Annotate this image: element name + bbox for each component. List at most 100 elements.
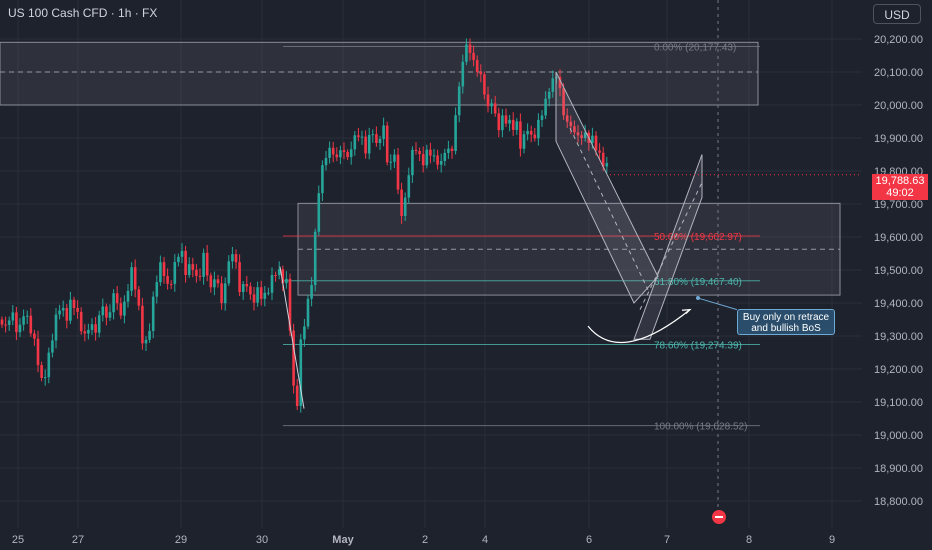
candle-body	[123, 301, 126, 316]
candle-body	[65, 308, 69, 321]
trade-note[interactable]: Buy only on retrace and bullish BoS	[737, 309, 835, 335]
candle-body	[137, 289, 141, 306]
candle-body	[342, 150, 346, 152]
candle-body	[339, 150, 342, 158]
candle-body	[223, 283, 227, 304]
supply-demand-zones	[0, 41, 841, 296]
candle-body	[573, 126, 576, 133]
note-line-2: and bullish BoS	[751, 323, 821, 334]
candle-body	[558, 76, 562, 89]
candle-body	[83, 331, 87, 334]
candle-body	[151, 296, 155, 331]
candle-body	[213, 279, 216, 288]
candle-body	[220, 283, 223, 304]
candle-body	[547, 91, 551, 99]
candle-body	[25, 315, 29, 317]
candle-body	[490, 103, 493, 107]
fib-label: 50.00% (19,602.97)	[654, 232, 742, 243]
projection-arrow	[587, 309, 691, 344]
time-tick: 25	[12, 534, 24, 546]
note-anchor	[696, 296, 700, 301]
price-tick: 19,100.00	[874, 397, 923, 409]
candle-body	[457, 86, 461, 116]
trend-line	[279, 266, 305, 409]
price-tick: 20,100.00	[874, 67, 923, 79]
price-axis-bg	[862, 0, 932, 528]
candle-body	[90, 324, 94, 330]
candle-body	[263, 292, 267, 299]
candle-body	[461, 61, 465, 87]
currency-button[interactable]: USD	[873, 4, 921, 24]
candle-body	[169, 283, 173, 285]
timezone-icon[interactable]	[710, 508, 728, 526]
candle-body	[79, 311, 83, 332]
price-axis[interactable]: 20,200.0020,100.0020,000.0019,900.0019,8…	[862, 0, 932, 528]
fib-label: 78.60% (19,274.39)	[654, 340, 742, 351]
candle-body	[583, 132, 587, 139]
candle-body	[321, 165, 324, 194]
candle-body	[33, 333, 36, 339]
candle-body	[177, 256, 180, 263]
candle-body	[324, 157, 328, 166]
candle-body	[371, 134, 375, 136]
candle-body	[119, 303, 123, 316]
candle-body	[11, 312, 15, 321]
candle-body	[288, 278, 292, 331]
candle-body	[245, 283, 249, 287]
candle-body	[468, 44, 472, 53]
candle-body	[393, 154, 396, 162]
candle-body	[18, 324, 22, 333]
candle-body	[364, 136, 367, 154]
candle-body	[522, 134, 526, 149]
candle-body	[385, 125, 389, 163]
candle-body	[598, 150, 601, 153]
candle-body	[4, 324, 7, 326]
time-axis[interactable]: 25 27 29 30 May 2 4 6 7 8 9	[0, 528, 932, 550]
candle-body	[357, 135, 360, 137]
candle-body	[432, 155, 436, 157]
candle-body	[436, 155, 439, 165]
candle-body	[159, 262, 162, 283]
ascending-channel	[633, 154, 703, 340]
candle-body	[328, 147, 331, 158]
time-tick: May	[332, 534, 354, 546]
candle-body	[234, 254, 238, 263]
time-tick: 30	[256, 534, 268, 546]
candle-body	[105, 306, 108, 318]
candle-body	[378, 138, 382, 144]
candle-body	[511, 119, 515, 130]
time-tick: 4	[482, 534, 488, 546]
candle-body	[148, 330, 151, 340]
price-tick: 18,800.00	[874, 496, 923, 508]
price-tick: 19,000.00	[874, 430, 923, 442]
last-price-label: 19,788.63 49:02	[872, 174, 928, 200]
symbol-title[interactable]: US 100 Cash CFD · 1h · FX	[8, 6, 158, 20]
candle-body	[486, 94, 490, 107]
time-tick: 29	[175, 534, 187, 546]
candle-body	[173, 262, 177, 284]
candle-body	[144, 339, 148, 344]
candle-body	[504, 115, 508, 124]
candle-body	[472, 52, 475, 61]
candle-body	[540, 115, 544, 120]
candle-body	[414, 149, 418, 151]
candle-body	[231, 254, 234, 262]
price-tick: 19,700.00	[874, 199, 923, 211]
candle-body	[313, 231, 317, 285]
candle-body	[43, 377, 47, 379]
candle-body	[126, 290, 130, 302]
time-tick: 7	[664, 534, 670, 546]
time-tick: 8	[746, 534, 752, 546]
candle-body	[605, 163, 609, 167]
candle-body	[195, 269, 198, 276]
candle-body	[277, 269, 281, 276]
candle-body	[166, 275, 169, 284]
time-tick: 9	[829, 534, 835, 546]
candle-body	[205, 252, 209, 276]
candle-body	[108, 312, 112, 318]
candle-body	[187, 264, 191, 276]
candle-body	[7, 320, 11, 325]
candle-body	[501, 115, 504, 131]
candle-body	[382, 125, 385, 139]
